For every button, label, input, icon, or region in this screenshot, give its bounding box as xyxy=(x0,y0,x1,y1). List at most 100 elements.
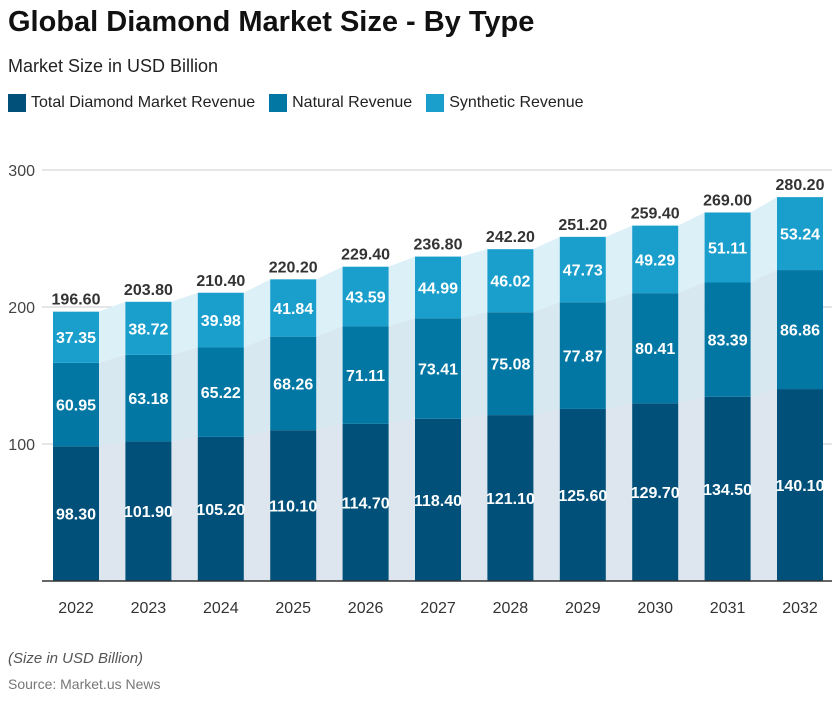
bar-segment xyxy=(487,312,534,416)
bar-segment xyxy=(777,270,823,390)
data-label: 63.18 xyxy=(128,391,168,408)
data-label: 37.35 xyxy=(56,330,96,347)
data-label: 140.10 xyxy=(776,478,825,495)
data-label: 118.40 xyxy=(414,493,462,510)
data-label: 134.50 xyxy=(703,482,752,499)
total-label: 220.20 xyxy=(269,259,318,276)
data-label: 105.20 xyxy=(196,502,245,519)
data-label: 47.73 xyxy=(563,263,603,280)
x-tick-label: 2032 xyxy=(782,600,818,617)
total-label: 229.40 xyxy=(341,247,390,264)
chart-title: Global Diamond Market Size - By Type xyxy=(8,6,535,38)
data-label: 129.70 xyxy=(631,485,680,502)
bar-segment xyxy=(415,256,461,319)
bar-segment xyxy=(53,311,99,363)
x-tick-label: 2028 xyxy=(493,600,529,617)
bar-segment xyxy=(197,292,244,348)
legend-label: Total Diamond Market Revenue xyxy=(31,94,256,111)
data-label: 44.99 xyxy=(418,280,458,297)
bar-segment xyxy=(342,423,389,581)
data-label: 65.22 xyxy=(201,385,241,402)
data-label: 53.24 xyxy=(780,227,820,244)
bar-segment xyxy=(415,318,461,419)
legend-swatch xyxy=(269,94,288,112)
bar-segment xyxy=(270,430,317,581)
bar-segment xyxy=(777,197,823,271)
total-label: 251.20 xyxy=(558,217,607,234)
bar-segment xyxy=(197,436,244,581)
bar-segment xyxy=(125,301,172,355)
data-label: 110.10 xyxy=(269,499,317,516)
bar-segment xyxy=(777,389,823,581)
total-label: 210.40 xyxy=(196,273,245,290)
bar-segment xyxy=(559,302,606,409)
legend-item-synthetic: Synthetic Revenue xyxy=(426,94,584,112)
legend-label: Synthetic Revenue xyxy=(449,94,584,111)
bar-segment xyxy=(632,403,679,581)
bar-segment xyxy=(704,282,751,397)
connector-band xyxy=(316,423,343,581)
bar-segment xyxy=(125,441,172,581)
bar-segment xyxy=(632,293,679,404)
total-label: 280.20 xyxy=(776,177,825,194)
bar-segment xyxy=(53,446,99,581)
y-tick-label: 200 xyxy=(8,300,35,317)
x-tick-label: 2024 xyxy=(203,600,239,617)
data-label: 75.08 xyxy=(490,357,530,374)
bar-segment xyxy=(270,336,317,431)
x-tick-label: 2029 xyxy=(565,600,601,617)
total-label: 196.60 xyxy=(52,292,101,309)
data-label: 43.59 xyxy=(346,290,386,307)
bar-segment xyxy=(704,396,751,581)
data-label: 51.11 xyxy=(708,240,747,257)
data-label: 125.60 xyxy=(558,488,607,505)
total-label: 242.20 xyxy=(486,229,535,246)
legend-swatch xyxy=(8,94,26,112)
legend-swatch xyxy=(426,94,445,112)
connector-band xyxy=(678,396,705,581)
data-label: 71.11 xyxy=(346,368,385,385)
bar-segment xyxy=(342,266,389,327)
data-label: 101.90 xyxy=(124,504,173,521)
bar-segment xyxy=(487,249,534,313)
x-tick-label: 2022 xyxy=(58,600,94,617)
legend-label: Natural Revenue xyxy=(292,94,413,111)
data-label: 39.98 xyxy=(201,313,241,330)
legend: Total Diamond Market Revenue Natural Rev… xyxy=(8,94,584,112)
bar-segment xyxy=(559,236,606,303)
data-label: 121.10 xyxy=(486,491,535,508)
x-tick-label: 2031 xyxy=(710,600,746,617)
bar-segment xyxy=(559,408,606,581)
total-label: 203.80 xyxy=(124,282,173,299)
connector-band xyxy=(99,441,126,581)
data-label: 41.84 xyxy=(273,301,313,318)
connector-band xyxy=(533,408,560,581)
data-label: 114.70 xyxy=(342,495,390,512)
x-tick-label: 2027 xyxy=(420,600,456,617)
data-label: 46.02 xyxy=(490,274,530,291)
total-label: 259.40 xyxy=(631,206,680,223)
legend-item-total: Total Diamond Market Revenue xyxy=(8,94,255,112)
data-label: 49.29 xyxy=(635,252,675,269)
total-label: 236.80 xyxy=(414,237,463,254)
bar-segment xyxy=(53,362,99,447)
total-label: 269.00 xyxy=(703,192,752,209)
connector-band xyxy=(171,436,198,581)
connector-band xyxy=(388,418,415,581)
bar-segment xyxy=(270,279,317,337)
data-label: 98.30 xyxy=(56,507,96,524)
data-label: 80.41 xyxy=(635,341,675,358)
connector-band xyxy=(243,430,271,581)
connector-band xyxy=(461,415,488,581)
bar-segment xyxy=(704,212,751,283)
chart-subtitle: Market Size in USD Billion xyxy=(8,56,219,76)
y-tick-label: 100 xyxy=(8,437,35,454)
data-label: 86.86 xyxy=(780,323,820,340)
source: Source: Market.us News xyxy=(8,676,161,692)
data-label: 60.95 xyxy=(56,398,96,415)
bar-segment xyxy=(342,326,389,424)
x-tick-label: 2025 xyxy=(275,600,311,617)
bar-segment xyxy=(632,225,679,294)
